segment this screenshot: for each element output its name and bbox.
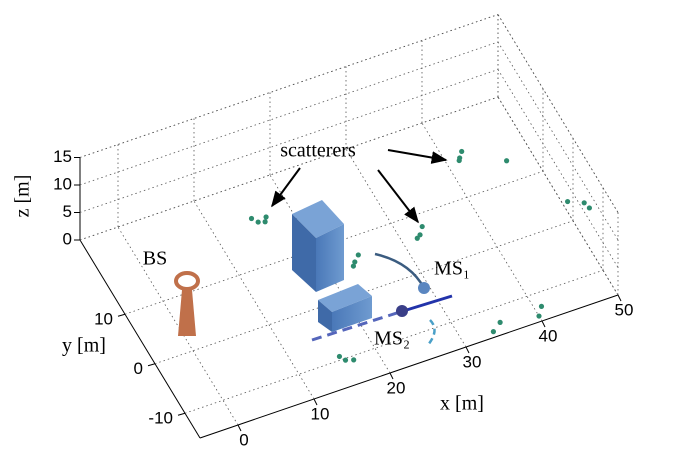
scatterer (491, 329, 496, 334)
grid-line (498, 15, 618, 213)
scatterer (536, 313, 541, 318)
x-tick-label: 30 (463, 352, 482, 371)
scatterer (343, 358, 348, 363)
tick-mark (178, 413, 185, 415)
tick-mark (148, 364, 155, 366)
scatterer (356, 252, 361, 257)
grid-line (498, 70, 618, 268)
z-tick-label: 5 (63, 202, 72, 221)
scatterer (539, 304, 544, 309)
scatterer (459, 149, 464, 154)
scatterer (351, 357, 356, 362)
chart: scatterers BS MS₁ MS₂ x [m] y [m] z [m] … (0, 0, 678, 455)
x-tick-label: 40 (539, 326, 558, 345)
axis-line (200, 295, 618, 438)
annotation: MS₁ (434, 258, 470, 280)
grid-line (80, 97, 498, 240)
scatterer (565, 199, 570, 204)
scatterer (337, 354, 342, 359)
x-tick-label: 10 (311, 404, 330, 423)
x-tick-label: 20 (387, 378, 406, 397)
y-tick-label: -10 (148, 409, 173, 428)
scatterer (587, 205, 592, 210)
buildings (292, 200, 372, 332)
grid-line (80, 42, 498, 185)
z-tick-label: 0 (63, 229, 72, 248)
grid-line (80, 15, 498, 158)
tick-mark (118, 314, 125, 316)
x-axis-label: x [m] (440, 393, 484, 415)
scatterer (415, 236, 420, 241)
z-tick-label: 10 (53, 174, 72, 193)
scatterer (420, 224, 425, 229)
y-tick-label: 0 (134, 359, 143, 378)
scatterer (263, 214, 268, 219)
annotation: BS (143, 248, 167, 270)
annotation: scatterers (280, 140, 356, 162)
z-tick-label: 15 (53, 147, 72, 166)
x-tick-label: 0 (239, 430, 248, 449)
scatterer (582, 200, 587, 205)
z-axis-label: z [m] (12, 175, 34, 218)
grid-line (422, 123, 542, 321)
y-tick-label: 10 (94, 310, 113, 329)
scatterer (351, 263, 356, 268)
annotation: MS₂ (374, 328, 410, 350)
scatterer (249, 216, 254, 221)
base-station (176, 273, 198, 336)
grid-line (498, 42, 618, 240)
scatterer (263, 219, 268, 224)
scatterer (504, 158, 509, 163)
scatterer (498, 320, 503, 325)
grid-line (118, 227, 238, 425)
grid (74, 15, 621, 439)
scatterer (457, 158, 462, 163)
grid-line (498, 97, 618, 295)
x-tick-label: 50 (615, 300, 634, 319)
scatterer (256, 219, 261, 224)
y-axis-label: y [m] (62, 335, 106, 357)
